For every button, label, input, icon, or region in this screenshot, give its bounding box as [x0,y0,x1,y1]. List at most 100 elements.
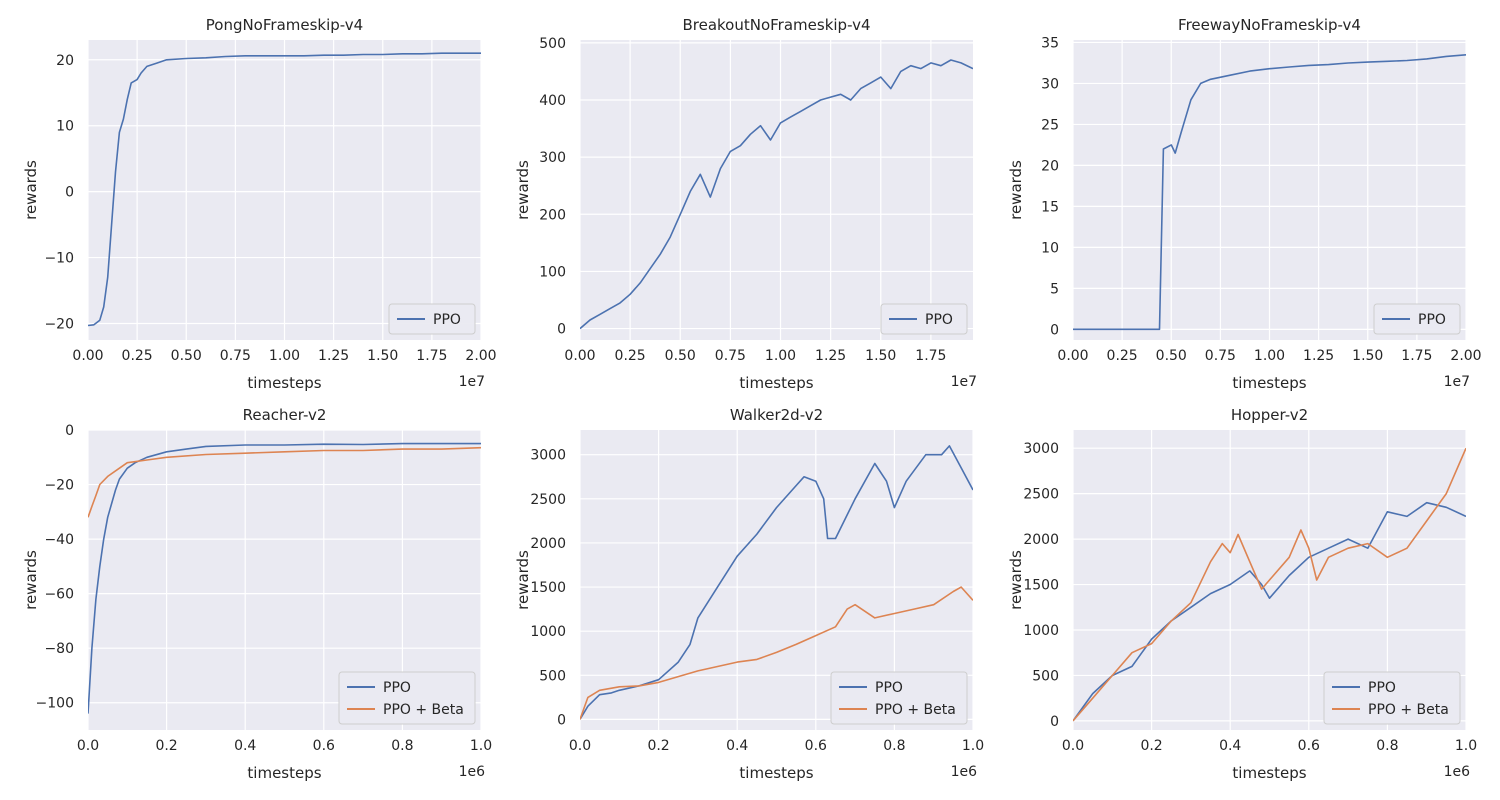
legend: PPO PPO + Beta [830,671,968,725]
legend-label: PPO [1418,312,1446,328]
x-tick-label: 0.4 [234,738,256,754]
legend-label: PPO + Beta [875,702,956,718]
legend-box [830,671,968,725]
x-tick-label: 1.50 [1352,348,1383,364]
x-axis-exponent: 1e7 [459,374,485,390]
y-tick-label: −100 [36,696,74,712]
x-tick-label: 1.0 [962,738,984,754]
y-tick-label: 1000 [530,624,566,640]
y-tick-label: −60 [44,587,74,603]
x-tick-label: 0.00 [1057,348,1088,364]
y-tick-label: 2500 [530,492,566,508]
y-tick-label: 400 [539,93,566,109]
y-tick-label: −10 [44,251,74,267]
x-tick-label: 0.2 [155,738,177,754]
y-tick-label: 0 [65,185,74,201]
y-axis-label: rewards [22,160,40,220]
y-tick-label: 500 [539,668,566,684]
legend-label: PPO [433,312,461,328]
chart-title: FreewayNoFrameskip-v4 [1178,16,1361,34]
x-tick-label: 0.00 [72,348,103,364]
y-tick-label: 20 [1041,158,1059,174]
x-tick-label: 0.0 [569,738,591,754]
legend-label: PPO [925,312,953,328]
y-tick-label: 10 [56,119,74,135]
y-tick-label: 10 [1041,240,1059,256]
x-tick-label: 1.0 [1455,738,1477,754]
series-line-ppo-beta [88,446,481,518]
x-axis-exponent: 1e7 [951,374,977,390]
legend-label: PPO [875,680,903,696]
x-axis-label: timesteps [1232,764,1306,782]
y-tick-label: −80 [44,641,74,657]
legend-label: PPO + Beta [383,702,464,718]
legend-box [880,303,968,335]
y-axis-label: rewards [1007,160,1025,220]
chart-title: PongNoFrameskip-v4 [206,16,363,34]
y-tick-label: 100 [539,264,566,280]
x-axis-label: timesteps [247,764,321,782]
legend-label: PPO [383,680,411,696]
y-tick-label: 1500 [1023,578,1059,594]
series-line-ppo-beta [580,586,973,720]
y-tick-label: 3000 [530,448,566,464]
y-tick-label: 2500 [1023,487,1059,503]
y-tick-label: 3000 [1023,441,1059,457]
x-tick-label: 1.25 [815,348,846,364]
y-tick-label: 20 [56,53,74,69]
y-axis-label: rewards [22,550,40,610]
x-tick-label: 0.8 [1376,738,1398,754]
y-tick-label: 15 [1041,199,1059,215]
x-tick-label: 0.2 [647,738,669,754]
y-tick-label: 0 [557,712,566,728]
legend-label: PPO [1368,680,1396,696]
y-tick-label: 0 [557,322,566,338]
x-tick-label: 0.00 [564,348,595,364]
y-axis-label: rewards [1007,550,1025,610]
y-tick-label: 35 [1041,35,1059,51]
series-line-ppo [580,59,973,330]
x-tick-label: 1.0 [470,738,492,754]
x-tick-label: 1.00 [1254,348,1285,364]
x-tick-label: 1.00 [765,348,796,364]
x-axis-exponent: 1e6 [951,764,978,780]
x-tick-label: 1.00 [269,348,300,364]
chart-panel-0: 0.00 0.25 0.50 0.75 1.00 1.25 1.50 1.75 2.00 −20 −… [22,16,497,392]
legend-label: PPO + Beta [1368,702,1449,718]
x-tick-label: 1.25 [318,348,349,364]
x-tick-label: 0.0 [1062,738,1084,754]
x-tick-label: 0.6 [1298,738,1320,754]
x-axis-exponent: 1e7 [1444,374,1470,390]
x-axis-label: timesteps [739,374,813,392]
y-tick-label: 0 [1050,322,1059,338]
x-tick-label: 0.25 [122,348,153,364]
x-tick-label: 0.6 [313,738,335,754]
x-tick-label: 1.50 [865,348,896,364]
series-line-ppo [88,52,481,327]
chart-panel-3: 0.0 0.2 0.4 0.6 0.8 1.0 −100 −80 −60 −40 −20 0 Reach… [22,406,492,782]
x-tick-label: 0.6 [805,738,827,754]
y-tick-label: 25 [1041,117,1059,133]
y-tick-label: 300 [539,150,566,166]
y-tick-label: 200 [539,207,566,223]
legend: PPO [388,303,476,335]
x-tick-label: 1.75 [1401,348,1432,364]
legend-box [1323,671,1461,725]
series-line-ppo [1073,501,1466,722]
x-tick-label: 2.00 [1450,348,1481,364]
x-axis-label: timesteps [1232,374,1306,392]
y-tick-label: 0 [65,423,74,439]
y-tick-label: 5 [1050,281,1059,297]
x-tick-label: 0.0 [77,738,99,754]
x-tick-label: 0.4 [726,738,748,754]
y-tick-label: 500 [539,36,566,52]
x-tick-label: 0.75 [1205,348,1236,364]
x-tick-label: 0.8 [391,738,413,754]
x-tick-label: 0.75 [715,348,746,364]
x-tick-label: 0.2 [1140,738,1162,754]
chart-title: Walker2d-v2 [730,406,823,424]
legend: PPO [1373,303,1461,335]
x-tick-label: 1.75 [416,348,447,364]
chart-panel-2: 0.00 0.25 0.50 0.75 1.00 1.25 1.50 1.75 2.00 0 5 10… [1007,16,1482,392]
